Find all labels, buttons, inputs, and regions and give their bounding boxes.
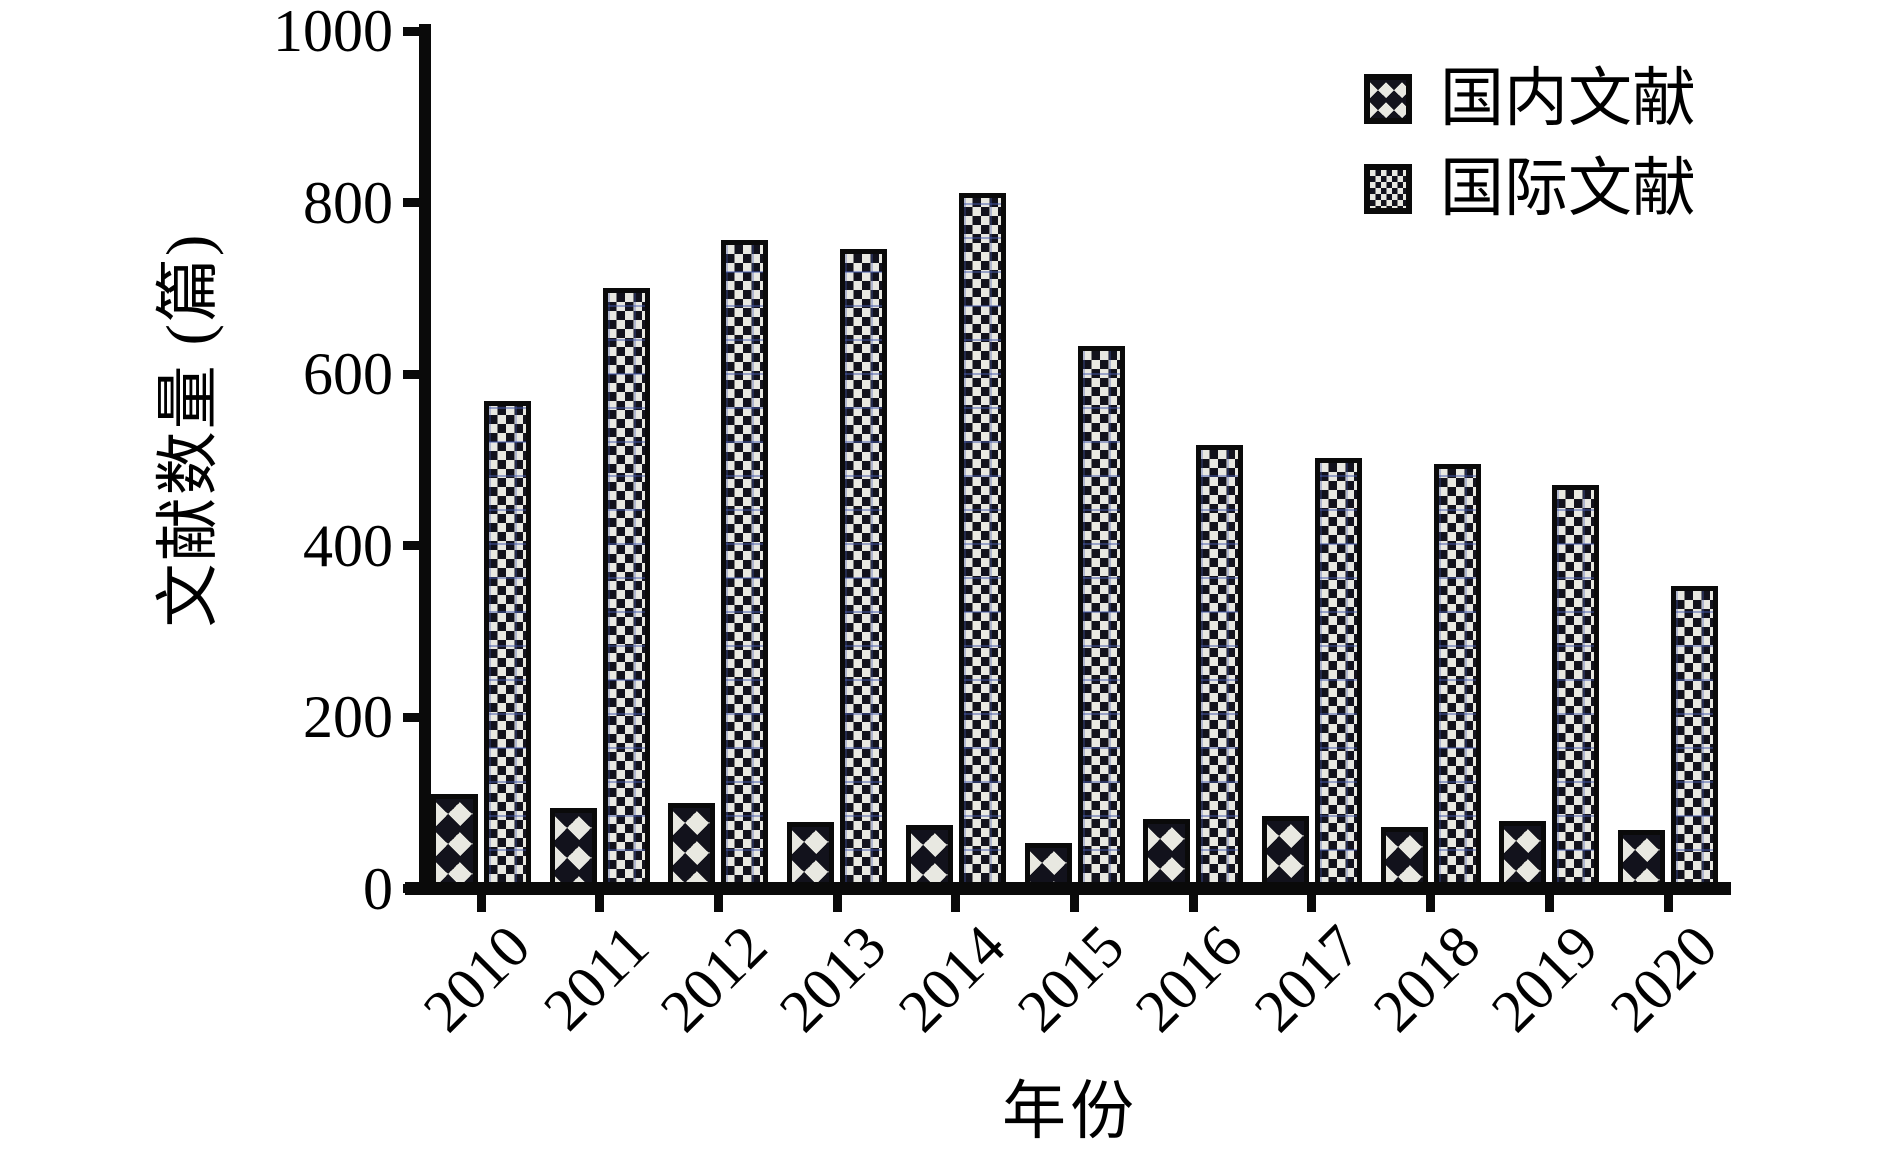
y-tick-600 [403, 369, 420, 379]
x-tick-2016 [1188, 894, 1198, 912]
y-tick-label-0: 0 [363, 855, 393, 922]
legend-item-international: 国际文献 [1364, 153, 1696, 224]
y-tick-label-800: 800 [303, 169, 393, 236]
x-axis-label-2012: 2012 [648, 912, 780, 1045]
x-axis-title: 年份 [1002, 1076, 1138, 1147]
bar-international-2014 [958, 193, 1006, 890]
bar-domestic-2016 [1143, 819, 1191, 890]
bar-international-2016 [1196, 445, 1244, 890]
bar-domestic-2017 [1261, 816, 1309, 890]
bar-international-2018 [1433, 464, 1481, 890]
y-tick-label-400: 400 [303, 512, 393, 579]
x-tick-2018 [1426, 894, 1436, 912]
y-tick-400 [403, 541, 420, 550]
y-tick-0 [403, 884, 420, 893]
bar-domestic-2010 [431, 794, 478, 890]
y-tick-200 [403, 712, 420, 722]
x-tick-2014 [951, 894, 961, 912]
x-tick-2015 [1070, 894, 1079, 912]
legend-label-domestic: 国内文献 [1440, 63, 1696, 134]
legend-item-domestic: 国内文献 [1364, 63, 1696, 134]
x-tick-2010 [476, 894, 486, 912]
x-tick-2011 [595, 894, 605, 912]
legend-swatch-international-icon [1364, 164, 1412, 214]
x-tick-2019 [1544, 894, 1554, 912]
y-tick-label-600: 600 [303, 341, 393, 407]
x-axis-line [405, 882, 1731, 895]
bar-international-2010 [484, 401, 531, 890]
legend: 国内文献 国际文献 [1364, 63, 1696, 224]
x-axis-label-2020: 2020 [1597, 912, 1730, 1045]
x-tick-2017 [1307, 894, 1317, 912]
x-axis-label-2017: 2017 [1241, 912, 1374, 1045]
bar-international-2019 [1552, 485, 1600, 890]
bar-domestic-2020 [1618, 830, 1665, 890]
x-axis-label-2015: 2015 [1004, 912, 1136, 1045]
bar-international-2013 [840, 249, 888, 890]
bar-domestic-2018 [1380, 827, 1428, 890]
bar-international-2015 [1077, 346, 1125, 890]
x-axis-label-2019: 2019 [1479, 912, 1611, 1045]
x-axis-label-2013: 2013 [766, 912, 899, 1045]
bar-domestic-2012 [668, 803, 716, 890]
bar-international-2020 [1671, 586, 1718, 890]
legend-swatch-domestic-icon [1364, 74, 1412, 124]
bar-domestic-2013 [787, 822, 835, 890]
x-axis-label-2010: 2010 [410, 912, 543, 1045]
legend-label-international: 国际文献 [1440, 153, 1696, 224]
bar-domestic-2011 [549, 808, 597, 890]
bar-international-2011 [602, 288, 650, 890]
x-tick-2020 [1663, 894, 1673, 912]
bar-international-2012 [721, 240, 769, 890]
y-axis-line [419, 24, 431, 894]
x-axis-label-2016: 2016 [1123, 912, 1255, 1045]
x-tick-2013 [832, 894, 842, 912]
bar-international-2017 [1314, 458, 1362, 890]
y-tick-label-200: 200 [303, 684, 393, 750]
x-axis-label-2011: 2011 [531, 912, 662, 1043]
bar-domestic-2014 [905, 825, 953, 890]
x-tick-2012 [713, 894, 723, 912]
x-axis-label-2018: 2018 [1360, 912, 1492, 1045]
y-tick-1000 [403, 26, 420, 36]
y-axis-title: 文献数量 (篇) [153, 232, 224, 628]
y-tick-label-1000: 1000 [273, 0, 393, 64]
y-tick-800 [403, 198, 420, 207]
bar-domestic-2019 [1499, 821, 1547, 890]
x-axis-label-2014: 2014 [885, 912, 1018, 1045]
